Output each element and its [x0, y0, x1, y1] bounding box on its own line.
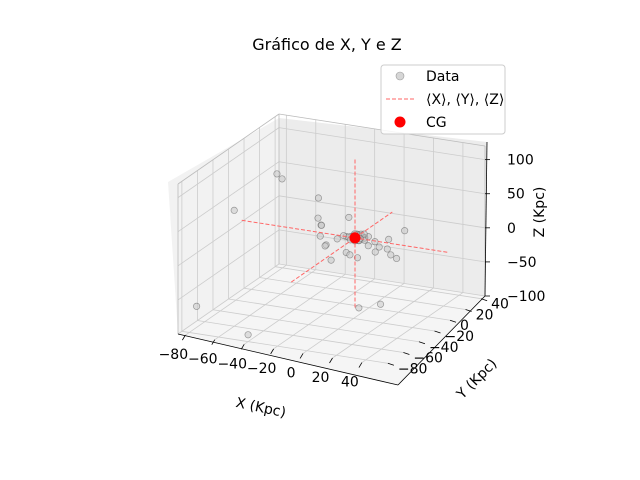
y-tick-label: 20 — [476, 307, 494, 323]
data-point — [278, 175, 286, 183]
data-point — [321, 242, 329, 250]
pane-edge — [177, 113, 280, 185]
x-axis-line — [177, 333, 399, 386]
y-tick-mark — [434, 330, 441, 334]
x-tick-label: −60 — [188, 352, 218, 368]
z-axis-label: Z (Kpc) — [532, 187, 548, 238]
legend-marker-cg — [394, 116, 406, 128]
pane-floor — [178, 264, 485, 385]
x-tick-label: 20 — [312, 370, 330, 386]
data-point — [333, 235, 341, 243]
grid-line — [177, 263, 280, 335]
x-tick-mark — [240, 344, 245, 350]
legend-label-cg: CG — [426, 115, 447, 131]
x-tick-label: −40 — [217, 356, 247, 372]
data-point — [273, 170, 281, 178]
x-tick-label: −80 — [159, 347, 189, 363]
x-tick-mark — [358, 362, 363, 368]
x-tick-label: 40 — [341, 375, 359, 391]
pane-back-right — [279, 118, 487, 296]
y-axis-label: Y (Kpc) — [453, 356, 500, 403]
data-point — [385, 235, 393, 243]
y-tick-mark — [387, 362, 395, 366]
data-point — [316, 232, 324, 240]
data-point — [346, 251, 354, 259]
grid-line — [177, 161, 280, 233]
data-point — [371, 238, 379, 246]
grid-line — [278, 263, 486, 297]
data-point — [375, 243, 383, 251]
z-tick-label: −100 — [507, 289, 545, 305]
y-tick-label: −80 — [398, 361, 428, 377]
data-point — [314, 194, 322, 202]
x-axis-label: X (Kpc) — [234, 395, 287, 421]
mean-line — [291, 211, 393, 283]
grid-line — [278, 195, 486, 229]
grid-line — [181, 330, 388, 364]
y-tick-label: −20 — [445, 329, 475, 345]
x-tick-mark — [211, 339, 216, 345]
grid-line — [177, 195, 280, 267]
z-tick-label: −50 — [507, 255, 537, 271]
x-tick-mark — [299, 353, 304, 359]
y-tick-label: −60 — [413, 351, 443, 367]
data-point — [355, 304, 363, 312]
grid-line — [177, 229, 280, 301]
y-tick-mark — [465, 309, 472, 312]
grid-line — [197, 320, 404, 353]
chart-title: Gráfico de X, Y e Z — [252, 35, 402, 54]
cg-point — [349, 232, 361, 244]
data-point — [230, 206, 238, 214]
x-tick-label: −20 — [247, 361, 277, 377]
data-point — [364, 242, 372, 250]
grid-line — [177, 127, 280, 198]
data-point — [193, 302, 201, 310]
z-tick-label: 0 — [507, 221, 516, 237]
grid-line — [228, 298, 435, 332]
mean-line — [241, 219, 448, 253]
y-tick-label: −40 — [429, 340, 459, 356]
axis-ticks: −80 −60 −40 −20 0 20 40−80−60−40−2002040−100−5… — [159, 153, 546, 391]
legend-label-data: Data — [426, 69, 459, 85]
data-point — [387, 251, 395, 259]
axes-panes — [168, 118, 487, 385]
grid-line — [278, 161, 486, 195]
legend-label-mean: ⟨X⟩, ⟨Y⟩, ⟨Z⟩ — [426, 92, 504, 108]
grid-line — [259, 277, 466, 310]
grid-lines — [177, 113, 486, 364]
grid-line — [275, 266, 482, 300]
x-tick-label: 0 — [287, 365, 296, 381]
x-tick-mark — [270, 348, 274, 355]
legend-box — [380, 64, 506, 135]
z-tick-label: 100 — [507, 153, 534, 169]
data-point — [393, 254, 401, 263]
y-tick-mark — [418, 341, 426, 345]
y-tick-mark — [480, 298, 488, 302]
legend-marker-data — [395, 71, 405, 81]
y-tick-mark — [449, 319, 457, 323]
data-point — [317, 221, 326, 229]
y-tick-mark — [403, 352, 410, 355]
legend: Data ⟨X⟩, ⟨Y⟩, ⟨Z⟩ CG — [380, 64, 506, 135]
x-tick-mark — [329, 357, 333, 364]
x-tick-mark — [182, 334, 186, 341]
data-point — [353, 254, 362, 262]
y-tick-label: 0 — [460, 318, 469, 334]
data-point — [383, 245, 391, 253]
data-point — [376, 300, 385, 308]
data-point — [345, 213, 353, 221]
data-point — [371, 248, 379, 256]
grid-line — [243, 287, 451, 321]
data-point — [401, 227, 409, 235]
z-axis-line — [484, 141, 488, 297]
grid-line — [278, 127, 486, 161]
data-point — [244, 331, 252, 339]
data-point — [314, 214, 322, 222]
data-point — [327, 256, 335, 264]
cg-series — [349, 232, 361, 244]
grid-line — [212, 309, 420, 343]
y-tick-label: 40 — [491, 297, 509, 313]
z-tick-label: 50 — [507, 187, 525, 203]
